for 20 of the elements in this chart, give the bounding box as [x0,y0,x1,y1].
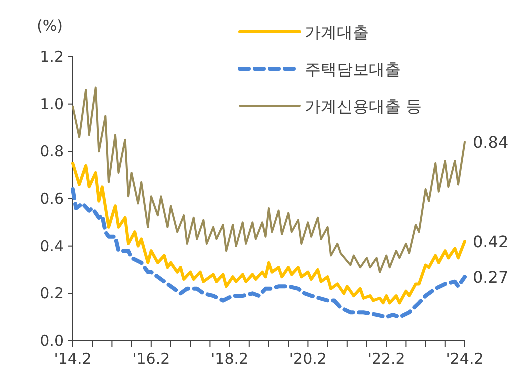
annotation: 0.42 [473,232,509,252]
y-tick-label: 0.4 [40,237,64,256]
annotation: 0.27 [473,268,509,288]
x-tick-label: '20.2 [289,350,327,368]
legend-label: 가계신용대출 등 [305,97,422,116]
y-axis-title: (%) [37,17,63,35]
legend-label: 주택담보대출 [305,60,401,79]
y-tick-label: 0.6 [40,190,64,208]
legend-label: 가계대출 [305,23,369,42]
y-tick-label: 1.0 [40,95,64,114]
y-tick-label: 0.8 [40,142,64,161]
x-tick-label: '16.2 [132,350,170,368]
x-tick-label: '22.2 [368,350,406,368]
y-tick-label: 1.2 [40,48,64,66]
x-tick-label: '18.2 [211,350,249,368]
x-tick-label: '24.2 [446,350,484,368]
x-tick-label: '14.2 [54,350,92,368]
y-tick-label: 0.0 [40,332,64,350]
y-tick-label: 0.2 [40,284,64,303]
annotation: 0.84 [473,133,509,152]
